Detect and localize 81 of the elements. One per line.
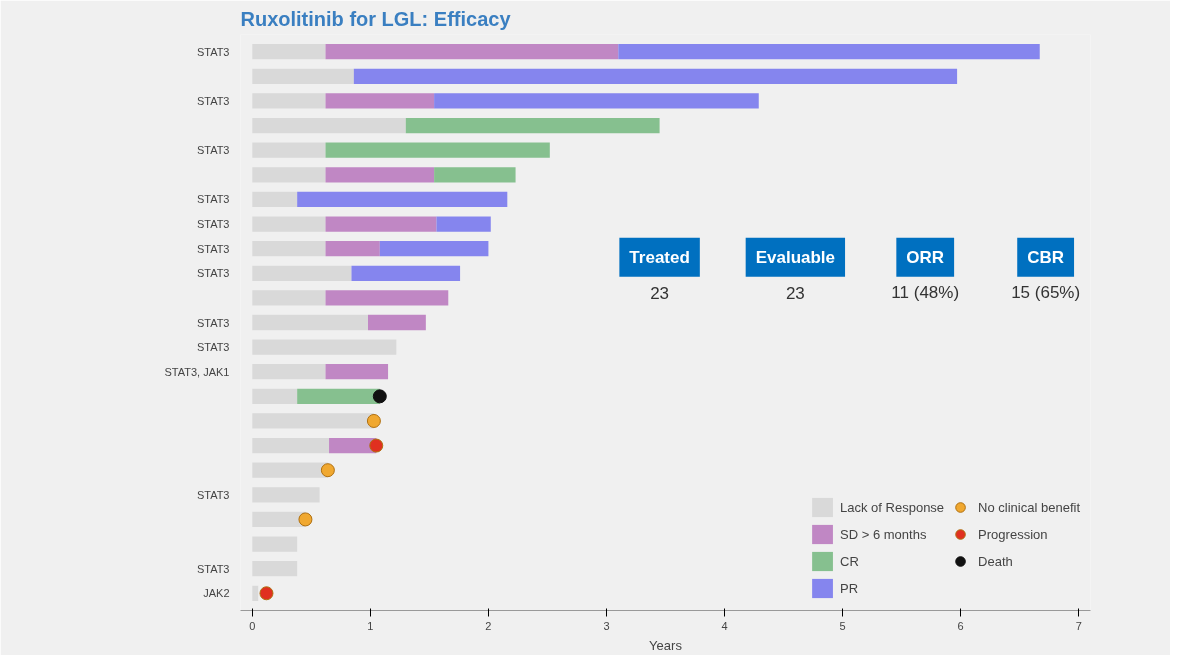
y-tick-label: STAT3 <box>196 341 230 354</box>
x-tick-label: 1 <box>367 619 374 632</box>
bar <box>252 290 326 306</box>
y-tick-label: STAT3 <box>196 242 230 255</box>
annotation: Evaluable <box>755 247 836 267</box>
bar <box>252 167 326 183</box>
legend-label: PR <box>840 580 860 596</box>
bar <box>325 167 435 183</box>
chart-title: Ruxolitinib for LGL: Efficacy <box>240 7 512 30</box>
y-tick-label: STAT3 <box>196 94 230 107</box>
x-axis-title: Years <box>649 637 683 653</box>
legend-label: Lack of Response <box>840 499 945 515</box>
x-tick-label: 2 <box>485 619 492 632</box>
annotation: CBR <box>1027 247 1065 267</box>
annotation: 11 (48%) <box>891 283 960 303</box>
annotation: ORR <box>906 247 945 267</box>
y-tick-label: STAT3 <box>196 267 230 280</box>
bar <box>405 117 660 134</box>
point <box>366 413 381 428</box>
x-tick-label: 0 <box>249 619 256 632</box>
point <box>298 512 313 527</box>
bar <box>325 290 449 306</box>
x-tick-label: 3 <box>603 619 610 632</box>
bar <box>252 142 326 158</box>
bar <box>325 364 389 380</box>
y-tick-label: STAT3 <box>196 488 230 501</box>
bar <box>252 413 374 429</box>
legend-label: CR <box>840 553 860 569</box>
bar <box>252 44 326 60</box>
y-tick-label: STAT3 <box>196 562 230 575</box>
bar <box>379 241 489 257</box>
bar <box>252 462 328 478</box>
point <box>369 438 384 453</box>
y-tick-label: STAT3, JAK1 <box>164 365 230 378</box>
legend-label: Progression <box>978 526 1048 542</box>
bar <box>252 364 326 380</box>
bar <box>325 216 437 232</box>
legend-label: Death <box>978 553 1013 569</box>
x-tick-label: 7 <box>1075 619 1082 632</box>
bar <box>252 191 298 208</box>
x-tick-label: 5 <box>839 619 846 632</box>
bar <box>252 241 326 257</box>
bar <box>434 167 516 183</box>
point <box>320 463 335 478</box>
bar <box>325 241 380 257</box>
bar <box>297 388 380 404</box>
bar <box>325 93 435 109</box>
annotation: Treated <box>629 247 690 267</box>
point <box>372 389 387 404</box>
y-tick-label: STAT3 <box>196 45 230 58</box>
bar <box>252 437 330 454</box>
bar <box>252 93 326 109</box>
bar <box>252 68 354 84</box>
y-tick-label: STAT3 <box>196 144 230 157</box>
bar <box>368 314 426 331</box>
bar <box>351 265 461 281</box>
bar <box>434 93 759 109</box>
legend-label: SD > 6 months <box>840 526 927 542</box>
bar <box>325 44 619 60</box>
point <box>259 586 274 601</box>
legend-label: No clinical benefit <box>978 499 1080 515</box>
bar <box>252 265 352 281</box>
annotation: 23 <box>650 283 670 303</box>
bar <box>325 142 550 158</box>
bar <box>252 585 259 601</box>
y-tick-label: JAK2 <box>203 587 230 600</box>
annotation: 23 <box>785 283 805 303</box>
bar <box>618 44 1040 60</box>
x-tick-label: 6 <box>957 619 964 632</box>
y-tick-label: STAT3 <box>196 316 230 329</box>
annotation: 15 (65%) <box>1011 283 1081 303</box>
bar <box>353 68 958 84</box>
bar <box>252 388 298 404</box>
y-tick-label: STAT3 <box>196 193 230 206</box>
bar <box>297 191 508 208</box>
x-tick-label: 4 <box>721 619 728 632</box>
bar <box>252 314 368 331</box>
bar <box>252 216 326 232</box>
bar <box>436 216 491 232</box>
bar <box>252 117 406 134</box>
y-tick-label: STAT3 <box>196 218 230 231</box>
